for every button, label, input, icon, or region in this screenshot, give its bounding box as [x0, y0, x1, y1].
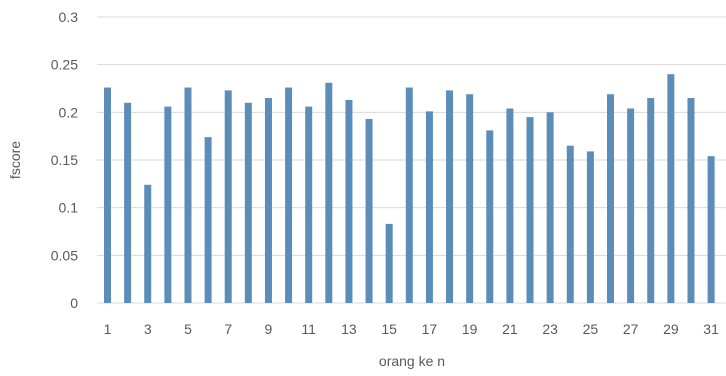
bar-26 [607, 94, 614, 303]
bar-13 [345, 99, 353, 303]
bar-9 [264, 98, 272, 304]
x-tick-label: 9 [265, 321, 273, 337]
x-tick-label: 1 [104, 321, 112, 337]
x-tick-label: 7 [224, 321, 232, 337]
bar-7 [224, 90, 232, 303]
bar-21 [506, 108, 514, 304]
y-tick-labels: 0 0.05 0.1 0.15 0.2 0.25 0.3 [51, 9, 78, 311]
bar-27 [627, 108, 635, 304]
x-tick-label: 3 [144, 321, 152, 337]
bar-11 [305, 106, 313, 303]
bar-31 [707, 156, 715, 303]
bar-19 [466, 94, 474, 303]
bars [104, 74, 715, 304]
bar-10 [285, 87, 293, 304]
bar-3 [144, 184, 152, 303]
y-tick-label: 0 [70, 295, 78, 311]
bar-8 [244, 102, 252, 303]
bar-29 [667, 74, 675, 303]
x-tick-label: 25 [583, 321, 599, 337]
bar-20 [486, 130, 494, 303]
y-tick-label: 0.2 [59, 104, 79, 120]
x-tick-label: 19 [462, 321, 478, 337]
y-tick-label: 0.1 [59, 200, 79, 216]
bar-23 [546, 112, 554, 303]
bar-4 [164, 106, 172, 303]
bar-5 [184, 87, 192, 304]
x-tick-labels: 1 3 5 7 9 11 13 15 17 19 21 23 25 27 29 31 [104, 321, 719, 337]
x-tick-label: 29 [663, 321, 679, 337]
x-tick-label: 5 [184, 321, 192, 337]
x-tick-label: 21 [502, 321, 518, 337]
x-axis-title: orang ke n [379, 353, 445, 369]
bar-1 [104, 87, 111, 304]
bar-25 [586, 151, 594, 303]
bar-15 [385, 223, 393, 303]
y-tick-label: 0.3 [59, 9, 79, 25]
x-tick-label: 11 [301, 321, 316, 337]
y-tick-label: 0.05 [51, 247, 78, 263]
bar-28 [647, 98, 655, 304]
x-tick-label: 17 [422, 321, 438, 337]
bar-6 [204, 137, 212, 303]
y-axis-title: fscore [7, 141, 23, 179]
bar-12 [325, 82, 333, 303]
x-tick-label: 13 [341, 321, 357, 337]
bar-16 [405, 87, 413, 304]
bar-2 [124, 102, 132, 303]
x-tick-label: 23 [542, 321, 558, 337]
bar-14 [365, 119, 373, 303]
bar-30 [687, 98, 695, 304]
bar-17 [425, 111, 433, 303]
y-tick-label: 0.25 [51, 57, 78, 73]
bar-24 [566, 145, 574, 303]
x-tick-label: 27 [623, 321, 639, 337]
x-tick-label: 31 [703, 321, 719, 337]
x-tick-label: 15 [381, 321, 397, 337]
y-tick-label: 0.15 [51, 152, 78, 168]
bar-18 [446, 90, 454, 303]
bar-22 [526, 117, 534, 303]
